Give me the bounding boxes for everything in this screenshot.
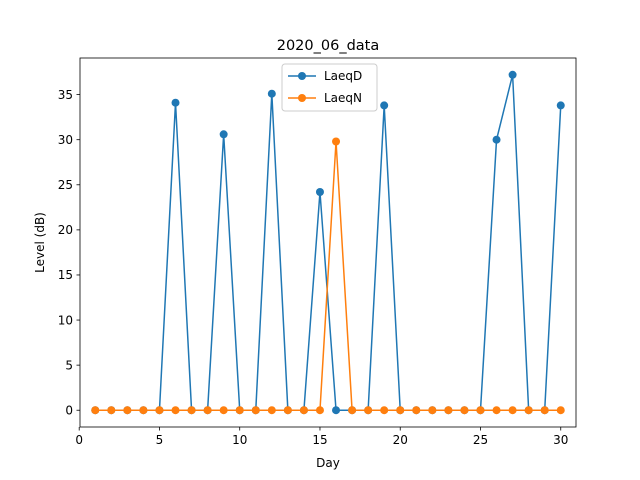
y-tick-label: 15: [58, 268, 73, 282]
data-point-laeqn: [412, 406, 421, 415]
data-point-laeqn: [315, 406, 324, 415]
data-point-laeqn: [251, 406, 260, 415]
data-point-laeqn: [524, 406, 533, 415]
data-point-laeqd: [380, 101, 389, 110]
data-point-laeqn: [444, 406, 453, 415]
data-point-laeqn: [348, 406, 357, 415]
series-line-laeqd: [95, 74, 562, 411]
data-point-laeqn: [139, 406, 148, 415]
data-point-laeqd: [171, 98, 180, 107]
data-point-laeqd: [219, 130, 228, 139]
data-point-laeqn: [283, 406, 292, 415]
data-point-laeqn: [332, 137, 341, 146]
data-point-laeqn: [219, 406, 228, 415]
legend-marker-laeqn: [298, 94, 306, 102]
data-point-laeqn: [508, 406, 517, 415]
data-point-laeqd: [492, 135, 501, 144]
data-point-laeqn: [235, 406, 244, 415]
data-point-laeqn: [107, 406, 116, 415]
data-point-laeqd: [556, 101, 565, 110]
data-point-laeqn: [123, 406, 132, 415]
data-point-laeqn: [187, 406, 196, 415]
x-tick-label: 20: [393, 433, 408, 447]
data-point-laeqn: [364, 406, 373, 415]
data-point-laeqn: [396, 406, 405, 415]
legend-marker-laeqd: [298, 72, 306, 80]
legend-label-laeqn: LaeqN: [324, 91, 362, 105]
axes-layer: 0 5 10 15 20 25 30 0 5 10 15 20 25 30 35: [58, 57, 577, 447]
data-point-laeqn: [267, 406, 276, 415]
y-tick-label: 25: [58, 178, 73, 192]
y-tick-label: 35: [58, 88, 73, 102]
data-point-laeqn: [492, 406, 501, 415]
y-tick-label: 0: [65, 403, 73, 417]
data-point-laeqn: [91, 406, 100, 415]
plot-area: [80, 58, 576, 427]
data-point-laeqd: [267, 89, 276, 98]
x-tick-label: 30: [553, 433, 568, 447]
y-tick-label: 20: [58, 223, 73, 237]
y-tick-label: 10: [58, 313, 73, 327]
data-point-laeqn: [203, 406, 212, 415]
data-point-laeqn: [155, 406, 164, 415]
series-layer: [91, 70, 565, 415]
x-tick-label: 0: [75, 433, 83, 447]
x-axis-label: Day: [316, 456, 340, 470]
data-point-laeqn: [428, 406, 437, 415]
x-tick-label: 15: [312, 433, 327, 447]
data-point-laeqn: [171, 406, 180, 415]
data-point-laeqd: [508, 70, 517, 79]
x-tick-label: 10: [232, 433, 247, 447]
data-point-laeqd: [332, 406, 341, 415]
y-tick-label: 5: [65, 358, 73, 372]
data-point-laeqd: [315, 188, 324, 196]
data-point-laeqn: [380, 406, 389, 415]
legend: LaeqD LaeqN: [281, 63, 378, 112]
axes-frame: [79, 57, 577, 428]
x-tick-label: 5: [156, 433, 164, 447]
data-point-laeqn: [540, 406, 549, 415]
y-axis-label: Level (dB): [33, 212, 47, 273]
y-tick-label: 30: [58, 133, 73, 147]
x-tick-label: 25: [473, 433, 488, 447]
data-point-laeqn: [556, 406, 565, 415]
data-point-laeqn: [299, 406, 308, 415]
data-point-laeqn: [460, 406, 469, 415]
data-point-laeqn: [476, 406, 485, 415]
legend-label-laeqd: LaeqD: [324, 69, 362, 83]
chart-title: 2020_06_data: [277, 38, 380, 54]
